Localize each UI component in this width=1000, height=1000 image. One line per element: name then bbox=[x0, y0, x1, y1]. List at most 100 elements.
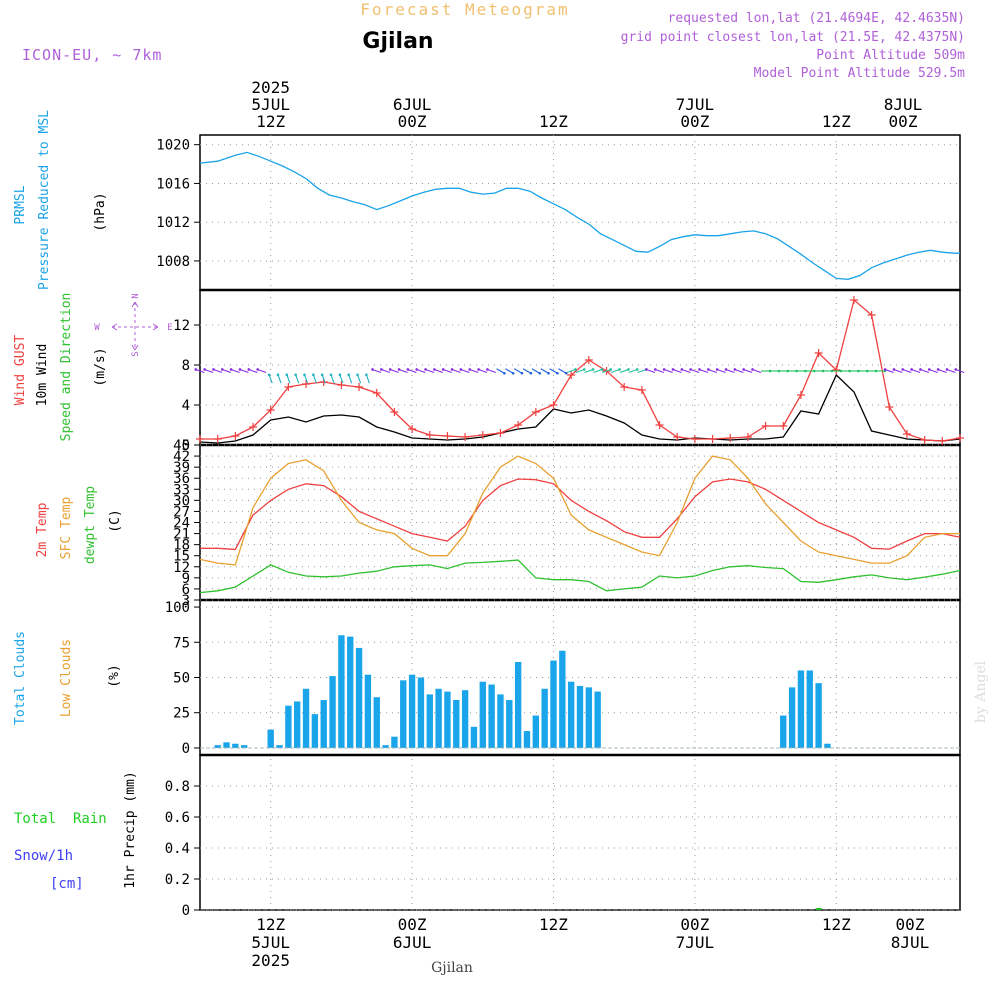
wind-arrow-head bbox=[329, 373, 333, 377]
pressure-panel-frame bbox=[199, 134, 961, 291]
bottom-axis-hour: 00Z bbox=[398, 915, 427, 934]
wind-arrow bbox=[752, 368, 762, 374]
wind-arrow bbox=[286, 374, 291, 384]
gust-point bbox=[637, 386, 646, 394]
y-tick-label: 100 bbox=[165, 600, 190, 616]
bottom-axis-date: 7JUL bbox=[676, 933, 715, 952]
wind-arrow bbox=[277, 374, 282, 384]
gust-point bbox=[743, 433, 752, 441]
top-axis-date: 8JUL bbox=[884, 95, 923, 114]
cloud-bar bbox=[223, 742, 230, 748]
wind-arrow-head bbox=[433, 368, 436, 371]
gust-point bbox=[920, 436, 929, 444]
prmsl-line bbox=[199, 151, 960, 280]
y-tick-label: 45 bbox=[173, 438, 190, 454]
wind-arrow bbox=[681, 368, 691, 374]
gust-point bbox=[867, 311, 876, 319]
y-tick-label: 4 bbox=[182, 398, 190, 414]
wind-arrow-head bbox=[338, 373, 342, 377]
y-tick-label: 42 bbox=[173, 449, 190, 465]
wind-arrow-head bbox=[574, 368, 577, 371]
bottom-axis-hour: 00Z bbox=[896, 915, 925, 934]
total-clouds-label: Total Clouds bbox=[13, 631, 28, 725]
wind-arrow bbox=[357, 374, 362, 384]
wind-arrow bbox=[381, 368, 390, 374]
gust-point bbox=[249, 423, 258, 431]
cloud-bar bbox=[408, 674, 416, 748]
top-axis-year: 2025 bbox=[251, 78, 290, 97]
wind-arrow bbox=[743, 368, 753, 374]
wind-arrow-head bbox=[618, 368, 621, 371]
wind-direction-label: Speed and Direction bbox=[59, 293, 74, 442]
gust-point bbox=[531, 408, 540, 416]
wind-arrow bbox=[946, 368, 956, 374]
wind-arrow-head bbox=[910, 368, 913, 371]
2m-temp-line bbox=[200, 478, 961, 551]
bottom-axis-year: 2025 bbox=[251, 951, 290, 970]
gust-point bbox=[478, 431, 487, 439]
wind-direction-arrows bbox=[194, 368, 965, 384]
wind-arrow bbox=[672, 368, 682, 374]
cloud-bar bbox=[435, 688, 442, 748]
y-tick-labels: 1008101210161020048123691215182124273033… bbox=[156, 138, 200, 919]
cloud-bar bbox=[576, 685, 584, 748]
cloud-bar bbox=[506, 700, 513, 748]
cloud-bar bbox=[267, 729, 274, 748]
y-tick-label: 1012 bbox=[156, 215, 190, 231]
y-tick-label: 1008 bbox=[156, 254, 190, 270]
wind-arrow-head bbox=[424, 368, 427, 371]
bottom-axis-hour: 12Z bbox=[256, 915, 285, 934]
bottom-axis-date: 5JUL bbox=[251, 933, 290, 952]
wind-arrow bbox=[513, 368, 523, 374]
wind-arrow bbox=[920, 368, 930, 374]
gust-point bbox=[761, 422, 770, 430]
y-tick-label: 75 bbox=[173, 635, 190, 651]
wind-arrow-head bbox=[689, 368, 692, 371]
precip-panel-frame bbox=[199, 754, 961, 911]
wind-arrow bbox=[522, 368, 532, 374]
gust-point bbox=[549, 401, 558, 409]
compass-s: S bbox=[131, 351, 141, 356]
y-tick-label: 33 bbox=[173, 482, 190, 498]
wind-arrow-head bbox=[954, 368, 958, 371]
wind-arrow-head bbox=[600, 368, 604, 371]
wind-arrow-head bbox=[486, 368, 489, 371]
wind-arrow-head bbox=[609, 368, 613, 371]
cloud-bar bbox=[320, 700, 327, 748]
wind-arrow-head bbox=[347, 373, 350, 377]
y-tick-label: 25 bbox=[173, 706, 190, 722]
pressure-msl-label: Pressure Reduced to MSL bbox=[37, 110, 52, 290]
wind-arrow bbox=[549, 368, 558, 374]
gust-point bbox=[425, 431, 434, 439]
top-axis-hour: 12Z bbox=[822, 112, 851, 131]
cloud-bar bbox=[294, 701, 301, 748]
gust-point bbox=[355, 383, 364, 391]
gust-point bbox=[673, 433, 682, 441]
cloud-bar bbox=[806, 670, 813, 748]
cloud-bar bbox=[594, 691, 601, 748]
gust-point bbox=[266, 406, 275, 414]
wind-arrow-head bbox=[556, 371, 559, 375]
t2m-label: 2m Temp bbox=[35, 502, 50, 557]
y-tick-label: 24 bbox=[173, 516, 190, 532]
wind-arrow bbox=[911, 368, 921, 374]
wind-arrow bbox=[239, 368, 249, 374]
cloud-bar bbox=[285, 705, 292, 748]
wind-arrow bbox=[460, 368, 470, 374]
dewpt-label: dewpt Temp bbox=[83, 486, 98, 564]
top-axis-hour: 00Z bbox=[680, 112, 709, 131]
wind-arrow bbox=[584, 368, 594, 374]
wind-unit-label: (m/s) bbox=[93, 347, 108, 386]
top-axis-hour: 12Z bbox=[256, 112, 285, 131]
watermark: by Angel bbox=[973, 660, 989, 723]
wind-arrow-head bbox=[538, 371, 542, 375]
cloud-bar bbox=[382, 745, 389, 748]
wind-arrow-head bbox=[680, 368, 684, 371]
wind-arrow bbox=[558, 368, 567, 374]
wind-arrow-head bbox=[671, 368, 675, 371]
wind-arrow-head bbox=[715, 368, 719, 371]
gust-point bbox=[443, 432, 452, 440]
y-tick-label: 0.6 bbox=[165, 810, 190, 826]
y-tick-label: 36 bbox=[173, 471, 190, 487]
wind-arrow-head bbox=[742, 368, 745, 371]
